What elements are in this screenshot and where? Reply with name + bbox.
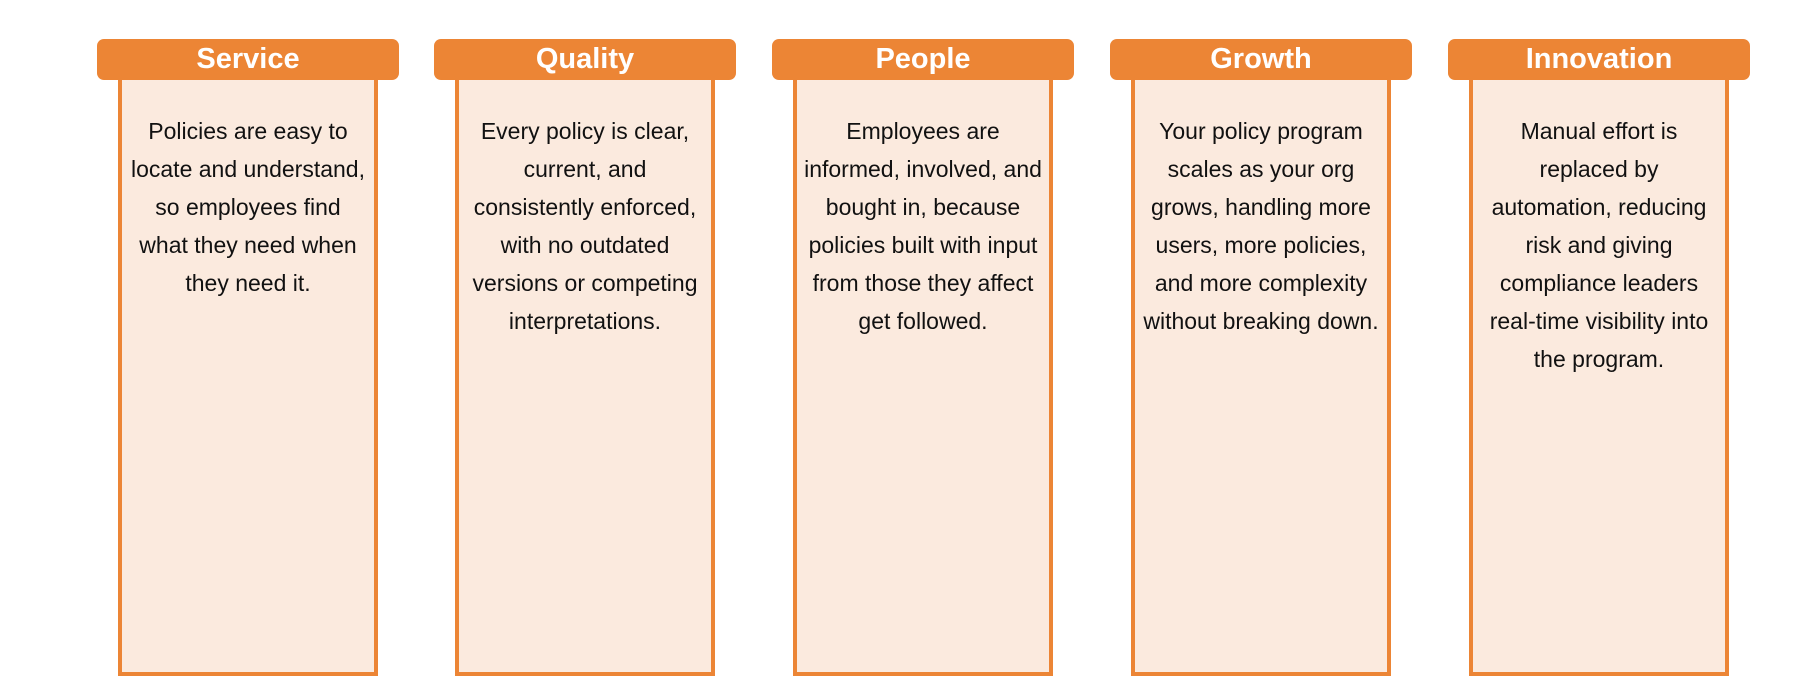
column-people: People Employees are informed, involved,… [772, 39, 1074, 676]
column-header: Growth [1110, 39, 1412, 80]
column-text: Your policy program scales as your org g… [1143, 118, 1379, 334]
column-text: Employees are informed, involved, and bo… [804, 118, 1042, 334]
column-header: Service [97, 39, 399, 80]
column-body: Employees are informed, involved, and bo… [793, 79, 1053, 676]
column-innovation: Innovation Manual effort is replaced by … [1448, 39, 1750, 676]
column-header: Innovation [1448, 39, 1750, 80]
column-header: Quality [434, 39, 736, 80]
column-service: Service Policies are easy to locate and … [97, 39, 399, 676]
column-quality: Quality Every policy is clear, current, … [434, 39, 736, 676]
column-text: Every policy is clear, current, and cons… [472, 118, 698, 334]
column-growth: Growth Your policy program scales as you… [1110, 39, 1412, 676]
column-text: Policies are easy to locate and understa… [130, 118, 365, 296]
column-body: Manual effort is replaced by automation,… [1469, 79, 1729, 676]
column-header: People [772, 39, 1074, 80]
column-body: Policies are easy to locate and understa… [118, 79, 378, 676]
column-text: Manual effort is replaced by automation,… [1489, 118, 1709, 372]
column-body: Every policy is clear, current, and cons… [455, 79, 715, 676]
column-body: Your policy program scales as your org g… [1131, 79, 1391, 676]
